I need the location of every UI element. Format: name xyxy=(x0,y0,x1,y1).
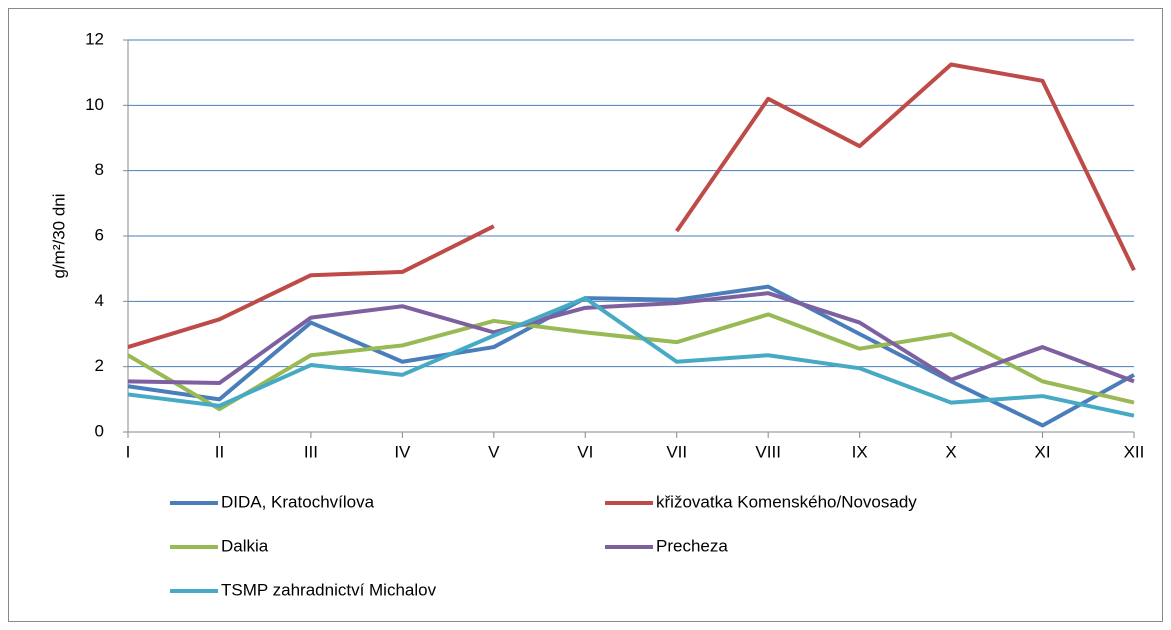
legend-label: Dalkia xyxy=(221,536,269,555)
y-tick-label: 0 xyxy=(95,421,104,440)
series-line xyxy=(127,62,1136,349)
y-axis-label: g/m²/30 dni xyxy=(49,193,68,278)
legend-label: TSMP zahradnictví Michalov xyxy=(221,580,437,599)
y-tick-label: 4 xyxy=(95,291,104,310)
x-tick-label: VII xyxy=(666,442,687,461)
x-tick-label: IX xyxy=(852,442,868,461)
legend-label: Precheza xyxy=(656,536,728,555)
x-tick-label: I xyxy=(126,442,131,461)
x-tick-label: XII xyxy=(1124,442,1145,461)
x-tick-label: III xyxy=(304,442,318,461)
series-line xyxy=(126,312,1135,412)
y-tick-label: 2 xyxy=(95,356,104,375)
series-line xyxy=(127,296,1135,418)
y-tick-label: 10 xyxy=(85,95,104,114)
legend-label: křižovatka Komenského/Novosady xyxy=(656,492,917,511)
chart-border xyxy=(8,8,1163,622)
y-tick-label: 8 xyxy=(95,160,104,179)
series-line xyxy=(127,291,1135,385)
x-tick-label: IV xyxy=(394,442,411,461)
y-tick-label: 12 xyxy=(85,29,104,48)
x-tick-label: VI xyxy=(577,442,593,461)
legend-label: DIDA, Kratochvílova xyxy=(221,492,375,511)
y-tick-label: 6 xyxy=(95,225,104,244)
x-tick-label: V xyxy=(488,442,500,461)
x-tick-label: VIII xyxy=(755,442,781,461)
x-tick-label: X xyxy=(945,442,956,461)
x-tick-label: XI xyxy=(1035,442,1051,461)
x-tick-label: II xyxy=(215,442,224,461)
series-line xyxy=(127,284,1135,428)
